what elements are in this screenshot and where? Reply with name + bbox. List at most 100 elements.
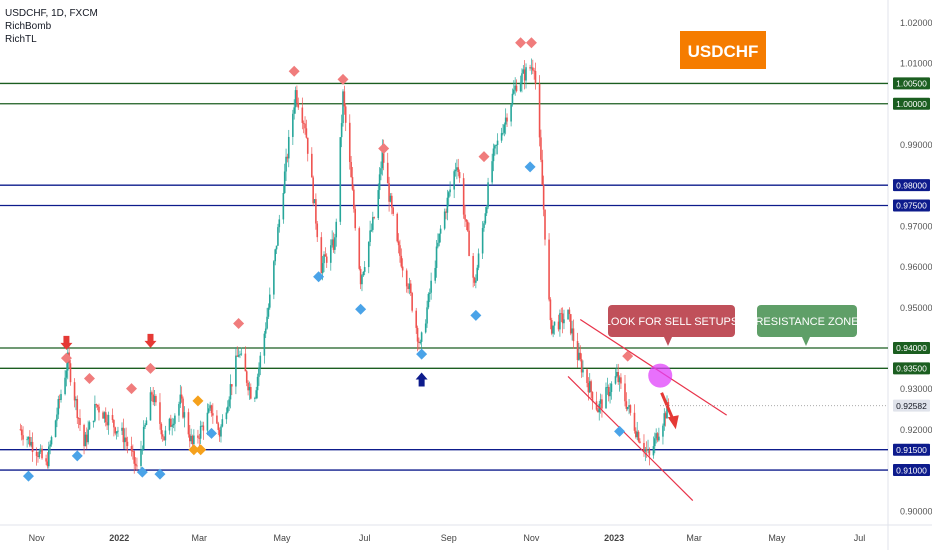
buy-signal-diamond (614, 425, 626, 437)
candle-body (462, 178, 465, 215)
resistance-callout: RESISTANCE ZONE (755, 305, 859, 346)
candle-body (106, 422, 108, 426)
candle-body (496, 140, 499, 146)
candle-body (629, 405, 632, 413)
candle-body (255, 390, 258, 399)
x-tick-label: Jul (854, 533, 866, 543)
candle-body (439, 228, 442, 234)
candle-body (491, 161, 493, 183)
candle-body (405, 270, 408, 287)
candle-body (644, 449, 647, 452)
candle-body (434, 267, 436, 281)
candle-body (85, 434, 88, 443)
candle-body (244, 353, 247, 372)
candle-body (400, 255, 403, 267)
candle-body (125, 437, 127, 442)
candle-body (530, 67, 533, 69)
candle-body (427, 293, 430, 308)
candle-body (263, 333, 266, 356)
down-arrow (60, 335, 73, 350)
sell-signal-diamond (378, 143, 390, 155)
candle-body (578, 352, 580, 360)
level-price-tag (893, 464, 930, 477)
candle-body (424, 323, 427, 333)
candle-body (561, 313, 564, 324)
candle-body (221, 419, 224, 427)
x-tick-label: Jul (359, 533, 371, 543)
candle-body (277, 227, 279, 246)
candle-body (382, 148, 385, 163)
candle-body (522, 69, 525, 74)
level-price-label: 0.91500 (896, 445, 927, 455)
indicator-richbomb[interactable]: RichBomb (5, 21, 52, 32)
candle-body (87, 429, 89, 443)
candle-body (591, 391, 594, 402)
candle-body (639, 441, 641, 443)
forecast-arrow-shaft (660, 392, 676, 422)
level-price-tag (893, 341, 930, 354)
candle-body (552, 325, 554, 334)
candle-body (104, 412, 107, 423)
candle-body (663, 413, 666, 426)
candle-body (618, 377, 621, 383)
candle-body (296, 90, 298, 103)
candle-body (88, 422, 91, 430)
buy-signal-diamond (136, 466, 148, 478)
candle-body (386, 162, 389, 184)
candle-body (477, 253, 480, 268)
current-price-tag (893, 399, 930, 412)
candle-body (586, 369, 588, 384)
candle-body (212, 413, 214, 416)
candle-body (373, 217, 375, 219)
highlight-circle (648, 363, 673, 388)
candle-body (183, 412, 186, 418)
candle-body (625, 401, 628, 409)
candle-body (248, 387, 251, 391)
resistance-pointer (802, 337, 810, 346)
candle-body (236, 355, 239, 357)
candle-body (313, 199, 316, 204)
indicator-richtl[interactable]: RichTL (5, 34, 37, 45)
candle-body (472, 255, 474, 278)
sell-signal-diamond (525, 37, 537, 49)
down-arrow (144, 333, 157, 348)
candle-body (443, 211, 446, 229)
candle-body (658, 436, 660, 441)
buy-signal-diamond (205, 427, 217, 439)
candle-body (190, 435, 192, 442)
candle-body (483, 223, 485, 228)
candle-body (31, 441, 34, 452)
symbol-label[interactable]: USDCHF, 1D, FXCM (5, 8, 98, 19)
y-tick-label: 0.96000 (900, 262, 932, 272)
candle-body (635, 430, 637, 438)
candle-body (334, 237, 336, 250)
candle-body (534, 70, 537, 84)
candle-body (159, 402, 161, 424)
candle-body (50, 437, 53, 445)
buy-signal-diamond (355, 303, 367, 315)
candle-body (339, 137, 342, 222)
candle-body (616, 372, 618, 377)
y-tick-label: 1.01000 (900, 59, 932, 69)
candle-body (557, 321, 560, 330)
candle-body (210, 405, 213, 414)
candle-body (151, 392, 153, 395)
chart-title-badge: USDCHF (680, 31, 766, 69)
candle-body (73, 382, 76, 401)
sell-setup-callout: LOOK FOR SELL SETUPS (605, 305, 738, 346)
candle-body (294, 90, 297, 108)
candle-body (259, 355, 262, 368)
candle-body (335, 221, 338, 238)
candle-body (172, 423, 175, 426)
candle-body (268, 294, 271, 308)
candle-body (29, 436, 31, 446)
y-tick-label: 0.93000 (900, 384, 932, 394)
y-tick-label: 1.02000 (900, 18, 932, 28)
candle-body (624, 383, 626, 402)
candle-body (320, 237, 323, 274)
candle-body (409, 283, 412, 294)
candle-body (174, 415, 176, 424)
candle-body (311, 153, 313, 178)
candle-body (315, 199, 317, 224)
